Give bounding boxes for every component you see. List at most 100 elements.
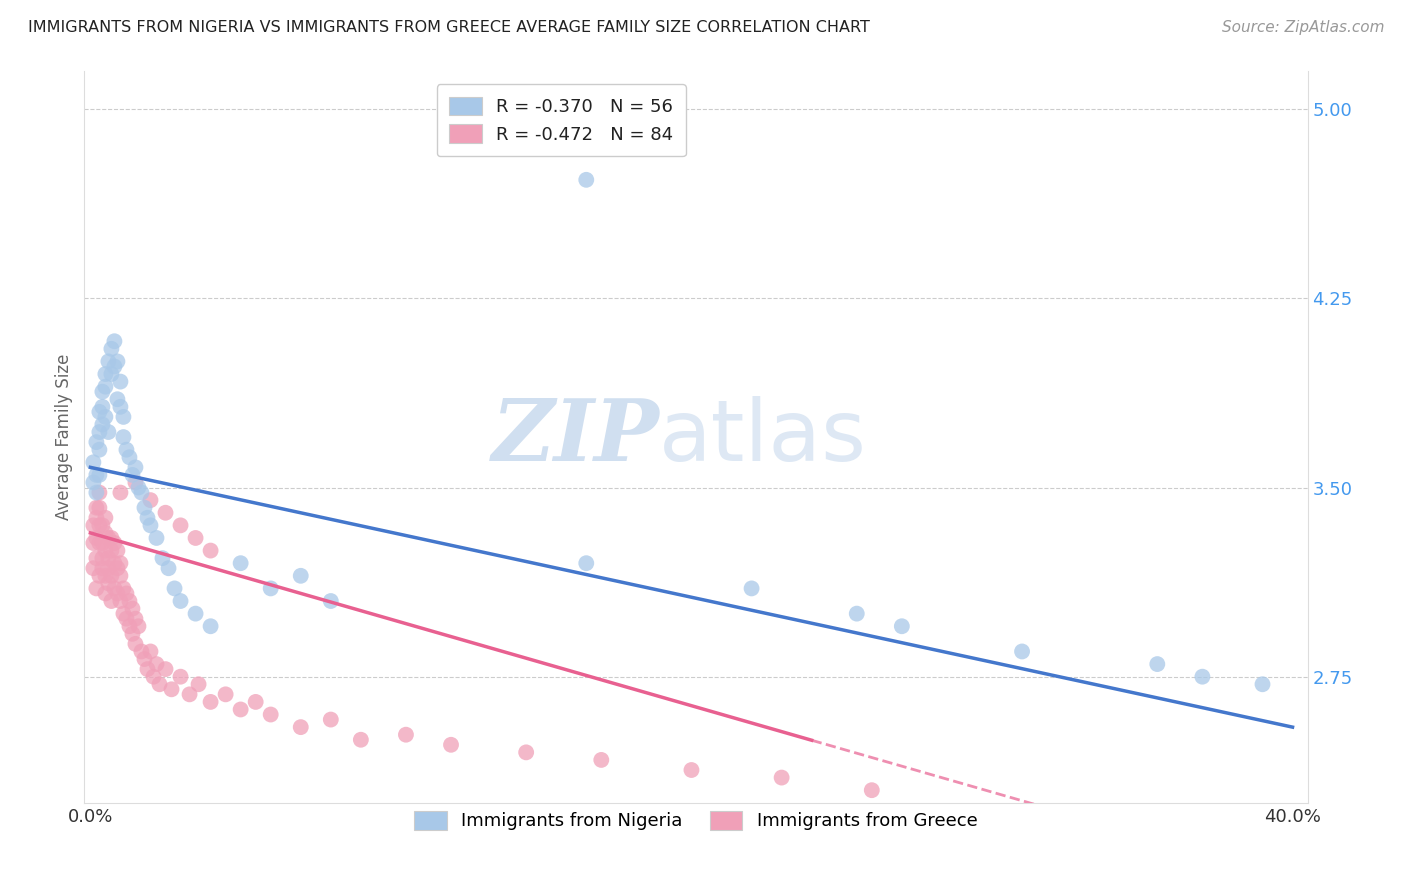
Point (770, 771, 793, 785)
Point (115, 612, 138, 626)
Point (118, 594, 141, 608)
Point (290, 720, 312, 734)
Point (124, 475, 146, 490)
Point (97, 425, 120, 439)
Point (112, 582, 135, 596)
Point (82, 561, 104, 575)
Point (124, 460, 146, 475)
Point (89, 442, 111, 457)
Point (103, 536, 125, 550)
Point (118, 450, 141, 465)
Point (97, 561, 120, 575)
Point (157, 561, 180, 575)
Text: Source: ZipAtlas.com: Source: ZipAtlas.com (1222, 20, 1385, 35)
Point (86, 485, 108, 500)
Point (145, 657, 167, 671)
Point (134, 500, 156, 515)
Point (100, 342, 122, 356)
Text: IMMIGRANTS FROM NIGERIA VS IMMIGRANTS FROM GREECE AVERAGE FAMILY SIZE CORRELATIO: IMMIGRANTS FROM NIGERIA VS IMMIGRANTS FR… (28, 20, 870, 35)
Point (86, 510, 108, 524)
Point (1011, 644, 1033, 658)
Point (110, 569, 132, 583)
Point (107, 561, 129, 575)
Point (110, 594, 132, 608)
Point (134, 652, 156, 666)
Point (89, 569, 111, 583)
Point (136, 510, 159, 524)
Point (131, 485, 153, 500)
Point (82, 475, 104, 490)
Point (160, 682, 183, 697)
Point (94, 525, 117, 540)
Point (148, 677, 170, 691)
Point (260, 582, 283, 596)
Point (103, 556, 125, 570)
Point (319, 594, 342, 608)
Point (200, 543, 222, 558)
Point (890, 619, 912, 633)
Point (395, 728, 418, 742)
Point (94, 569, 117, 583)
Point (187, 677, 209, 691)
Point (118, 619, 141, 633)
Point (1191, 670, 1213, 684)
Point (107, 392, 129, 407)
Point (97, 531, 120, 545)
Point (94, 379, 117, 393)
Point (100, 531, 122, 545)
Point (110, 556, 132, 570)
Point (169, 670, 191, 684)
Point (163, 582, 186, 596)
Point (82, 455, 104, 469)
Point (155, 662, 177, 676)
Point (121, 601, 143, 615)
Point (515, 745, 537, 759)
Point (169, 518, 191, 533)
Point (94, 586, 117, 600)
Point (91, 518, 114, 533)
Point (229, 702, 252, 716)
Point (319, 713, 342, 727)
Legend: Immigrants from Nigeria, Immigrants from Greece: Immigrants from Nigeria, Immigrants from… (404, 800, 988, 841)
Point (575, 556, 598, 570)
Point (179, 687, 201, 701)
Point (97, 551, 120, 566)
Point (91, 561, 114, 575)
Point (94, 367, 117, 381)
Point (245, 695, 267, 709)
Point (121, 627, 143, 641)
Point (121, 467, 143, 482)
Point (110, 375, 132, 389)
Point (86, 531, 108, 545)
Point (82, 518, 104, 533)
Point (100, 367, 122, 381)
Point (145, 531, 167, 545)
Point (200, 695, 222, 709)
Point (127, 619, 149, 633)
Point (100, 543, 122, 558)
Point (184, 531, 207, 545)
Point (112, 409, 135, 424)
Point (110, 485, 132, 500)
Point (89, 467, 111, 482)
Point (89, 518, 111, 533)
Text: ZIP: ZIP (492, 395, 659, 479)
Point (350, 732, 373, 747)
Point (86, 551, 108, 566)
Point (860, 783, 883, 797)
Point (152, 551, 174, 566)
Point (155, 506, 177, 520)
Point (131, 644, 153, 658)
Point (229, 556, 252, 570)
Point (139, 518, 162, 533)
Point (260, 707, 283, 722)
Point (127, 481, 149, 495)
Point (591, 753, 613, 767)
Point (86, 435, 108, 450)
Point (107, 354, 129, 368)
Point (89, 425, 111, 439)
Point (86, 500, 108, 515)
Point (91, 384, 114, 399)
Point (124, 612, 146, 626)
Point (103, 334, 125, 349)
